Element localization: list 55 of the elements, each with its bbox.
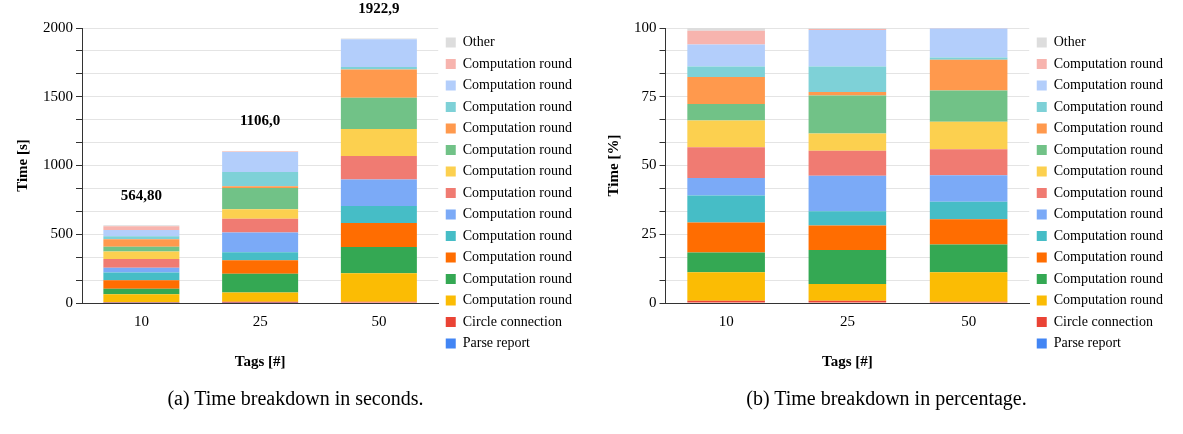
- legend-label: Computation round: [462, 55, 573, 71]
- legend-label: Parse report: [462, 335, 531, 351]
- y-tick-label: 0: [65, 293, 73, 310]
- y-tick-label: 100: [634, 18, 657, 35]
- y-tick-label: 75: [641, 87, 657, 104]
- legend-label: Computation round: [1053, 77, 1164, 93]
- x-tick-label: 50: [371, 312, 387, 329]
- legend-label: Computation round: [462, 163, 573, 179]
- x-tick-label: 50: [961, 312, 977, 329]
- legend-label: Computation round: [462, 184, 573, 200]
- x-tick-label: 10: [718, 312, 734, 329]
- text: (a) Time breakdown in seconds.: [166, 387, 425, 410]
- legend-label: Computation round: [1053, 98, 1164, 114]
- total-label: 1106,0: [239, 112, 281, 129]
- legend-label: Computation round: [462, 141, 573, 157]
- legend-label: Circle connection: [462, 313, 562, 329]
- legend-label: Computation round: [1053, 120, 1164, 136]
- y-tick-label: 500: [50, 225, 73, 242]
- legend-label: Computation round: [1053, 55, 1164, 71]
- legend-label: Computation round: [462, 227, 573, 243]
- y-tick-label: 25: [641, 225, 657, 242]
- legend-label: Computation round: [462, 77, 573, 93]
- legend-label: Computation round: [462, 249, 573, 265]
- legend-label: Computation round: [1053, 184, 1164, 200]
- y-tick-label: 50: [641, 156, 657, 173]
- x-axis-title: Tags [#]: [822, 352, 873, 369]
- y-tick-label: 1500: [43, 87, 73, 104]
- total-label: 1922,9: [358, 0, 400, 16]
- text: (b) Time breakdown in percentage.: [745, 387, 1028, 410]
- legend-label: Parse report: [1053, 335, 1122, 351]
- x-tick-label: 25: [252, 312, 268, 329]
- legend-label: Computation round: [1053, 163, 1164, 179]
- legend-label: Computation round: [1053, 270, 1164, 286]
- legend-label: Other: [1053, 34, 1086, 50]
- total-label: 564,80: [120, 186, 162, 203]
- legend-label: Computation round: [462, 120, 573, 136]
- legend-label: Computation round: [462, 292, 573, 308]
- legend-label: Computation round: [462, 270, 573, 286]
- y-tick-label: 1000: [43, 156, 73, 173]
- legend-label: Computation round: [1053, 206, 1164, 222]
- legend-label: Other: [462, 34, 495, 50]
- x-tick-label: 10: [133, 312, 149, 329]
- y-tick-label: 0: [649, 293, 657, 310]
- legend-label: Computation round: [1053, 141, 1164, 157]
- legend-label: Computation round: [1053, 249, 1164, 265]
- x-axis-title: Tags [#]: [234, 352, 286, 369]
- x-tick-label: 25: [839, 312, 855, 329]
- legend-label: Computation round: [1053, 227, 1164, 243]
- y-axis-title: Time [s]: [13, 139, 30, 192]
- legend-label: Circle connection: [1053, 313, 1153, 329]
- y-axis-title: Time [%]: [604, 134, 621, 197]
- legend-label: Computation round: [462, 206, 573, 222]
- legend-label: Computation round: [1053, 292, 1164, 308]
- y-tick-label: 2000: [43, 18, 73, 35]
- legend-label: Computation round: [462, 98, 573, 114]
